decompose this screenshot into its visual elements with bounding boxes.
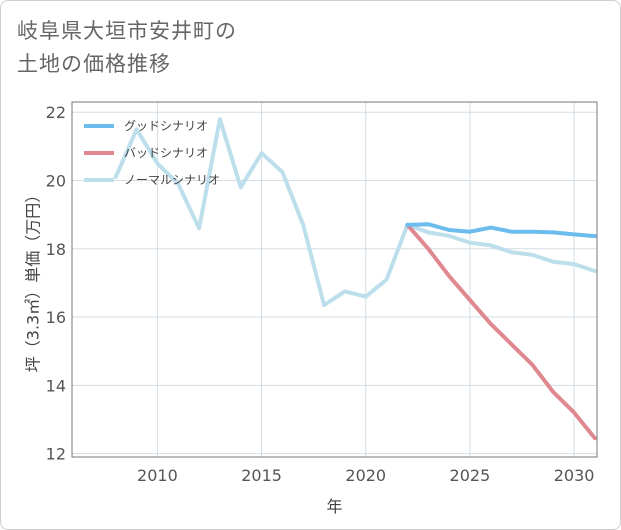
grid-lines [72,102,597,457]
y-axis-label: 坪（3.3㎡）単価（万円） [24,187,43,372]
x-tick-label: 2025 [450,466,491,485]
bad-scenario-line [405,222,597,441]
y-tick-label: 22 [46,103,66,122]
x-tick-label: 2030 [554,466,595,485]
legend-item-good[interactable]: グッドシナリオ [84,119,208,133]
x-axis-label: 年 [326,497,342,516]
chart-title-line-1: 岐阜県大垣市安井町の [17,19,237,43]
y-tick-label: 16 [46,308,66,327]
legend-label: バッドシナリオ [124,146,208,160]
chart-title-line-2: 土地の価格推移 [17,52,171,76]
y-tick-label: 20 [46,172,66,191]
axis-ticks: 2010 2015 2020 2025 2030 12 14 16 18 20 22 [46,103,595,485]
y-tick-label: 18 [46,240,66,259]
series-lines [113,117,597,441]
good-scenario-line [405,222,597,239]
x-tick-label: 2015 [241,466,282,485]
legend-item-bad[interactable]: バッドシナリオ [84,146,208,160]
plot-frame [71,101,598,458]
x-tick-label: 2020 [345,466,386,485]
y-tick-label: 12 [46,445,66,464]
legend-item-normal[interactable]: ノーマルシナリオ [84,173,220,187]
normal-scenario-line [113,117,597,308]
y-tick-label: 14 [46,376,66,395]
legend-label: グッドシナリオ [124,119,208,133]
x-tick-label: 2010 [137,466,178,485]
legend-label: ノーマルシナリオ [124,173,220,187]
chart-title: 岐阜県大垣市安井町の 土地の価格推移 [17,15,237,81]
